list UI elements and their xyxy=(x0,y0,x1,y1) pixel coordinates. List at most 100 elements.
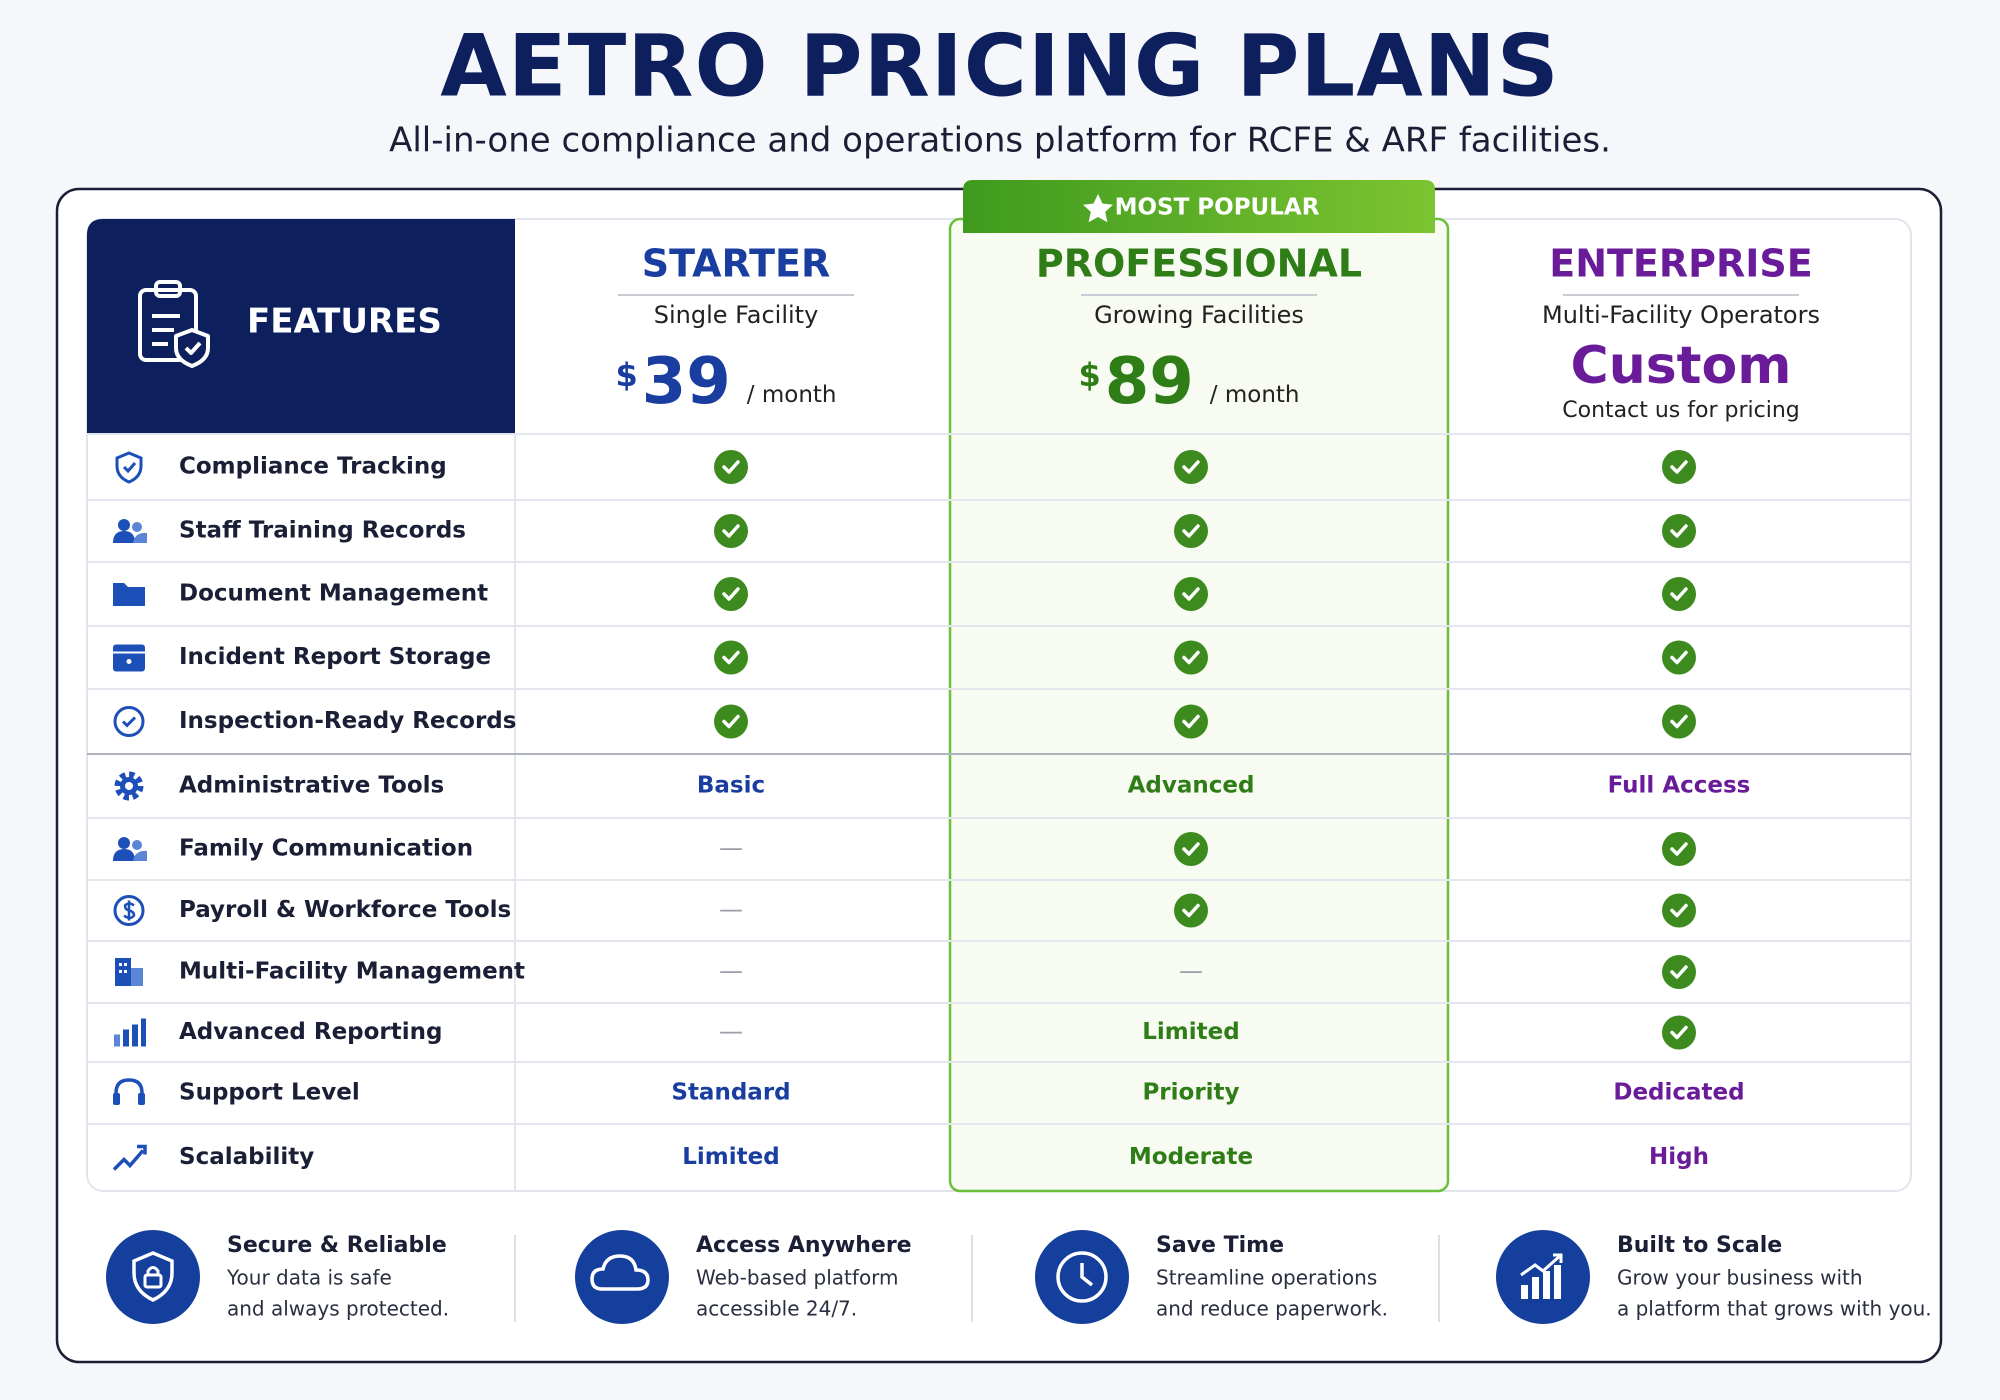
not-included: — xyxy=(719,896,743,924)
footer-icon xyxy=(1056,1251,1108,1303)
footer-text: a platform that grows with you. xyxy=(1617,1297,1932,1321)
plan-name: ENTERPRISE xyxy=(1549,242,1812,286)
check-tick xyxy=(1670,650,1688,665)
feature-name: Compliance Tracking xyxy=(179,454,447,480)
check-tick xyxy=(1670,903,1688,918)
footer-text: and always protected. xyxy=(227,1297,449,1321)
cell-value: Dedicated xyxy=(1613,1080,1744,1106)
check-icon xyxy=(714,577,748,611)
check-icon xyxy=(714,450,748,484)
check-circle xyxy=(714,514,748,548)
footer-text: accessible 24/7. xyxy=(696,1297,857,1321)
check-tick xyxy=(722,460,740,474)
page-subtitle: All-in-one compliance and operations pla… xyxy=(389,121,1611,161)
price-period: / month xyxy=(747,382,837,408)
check-tick xyxy=(722,714,740,729)
feature-icon xyxy=(114,771,144,801)
badge-label: MOST POPULAR xyxy=(1115,195,1320,221)
plan-subtitle: Multi-Facility Operators xyxy=(1542,301,1820,329)
check-tick xyxy=(722,587,740,601)
footer-text: Your data is safe xyxy=(226,1266,392,1290)
check-tick xyxy=(1182,587,1200,601)
plan-name: PROFESSIONAL xyxy=(1036,242,1362,286)
check-tick xyxy=(722,524,740,538)
check-circle xyxy=(1174,450,1208,484)
check-circle xyxy=(1662,577,1696,611)
check-circle xyxy=(1174,832,1208,866)
footer-text: Grow your business with xyxy=(1617,1266,1863,1290)
check-circle xyxy=(1662,514,1696,548)
rows: Compliance Tracking Staff Training Record… xyxy=(87,433,1911,1171)
check-icon xyxy=(1662,577,1696,611)
popular-column xyxy=(948,217,1450,1193)
price-amount: 89 xyxy=(1105,345,1194,419)
plan-subtitle: Single Facility xyxy=(654,301,819,329)
price-currency: $ xyxy=(615,356,637,394)
cell-value: Limited xyxy=(682,1144,779,1170)
check-icon xyxy=(1174,577,1208,611)
footer-icon-circle xyxy=(575,1230,669,1324)
feature-name: Administrative Tools xyxy=(179,773,444,799)
check-circle xyxy=(1662,640,1696,675)
check-icon xyxy=(1174,514,1208,548)
check-icon xyxy=(1662,640,1696,675)
plan-note: Contact us for pricing xyxy=(1562,398,1799,423)
check-icon xyxy=(714,640,748,675)
check-icon xyxy=(1174,450,1208,484)
footer-text: and reduce paperwork. xyxy=(1156,1297,1388,1321)
check-tick xyxy=(1182,460,1200,474)
plan-price: $89 / month xyxy=(1078,345,1299,419)
check-circle xyxy=(1174,640,1208,675)
cell-value: Full Access xyxy=(1608,773,1751,799)
check-icon xyxy=(1174,893,1208,928)
price-currency: $ xyxy=(1078,356,1100,394)
cell-value: Standard xyxy=(671,1080,790,1106)
check-circle xyxy=(1174,514,1208,548)
cell-value: Basic xyxy=(697,773,765,799)
plan-price: $39 / month xyxy=(615,345,836,419)
feature-name: Support Level xyxy=(179,1080,360,1106)
feature-name: Staff Training Records xyxy=(179,518,466,544)
feature-name: Payroll & Workforce Tools xyxy=(179,897,511,923)
check-tick xyxy=(1182,524,1200,538)
not-included: — xyxy=(719,1018,743,1046)
check-circle xyxy=(1662,893,1696,928)
plan-name: STARTER xyxy=(642,242,830,286)
check-icon xyxy=(1662,704,1696,739)
check-tick xyxy=(722,650,740,665)
check-circle xyxy=(1174,577,1208,611)
feature-icon xyxy=(115,958,143,986)
check-tick xyxy=(1670,1025,1688,1040)
feature-icon xyxy=(114,1018,146,1047)
footer-icon xyxy=(132,1251,174,1302)
check-icon xyxy=(1174,704,1208,739)
check-tick xyxy=(1182,650,1200,665)
check-icon xyxy=(1174,640,1208,675)
check-tick xyxy=(1670,460,1688,474)
features-icon xyxy=(138,280,210,368)
check-circle xyxy=(714,704,748,739)
check-circle xyxy=(1662,955,1696,989)
check-tick xyxy=(1670,524,1688,538)
check-tick xyxy=(1182,903,1200,918)
popular-badge xyxy=(963,180,1435,233)
not-included: — xyxy=(719,834,743,862)
check-icon xyxy=(1662,514,1696,548)
feature-icon xyxy=(113,583,145,606)
check-tick xyxy=(1670,965,1688,979)
check-tick xyxy=(1182,842,1200,856)
check-circle xyxy=(1662,450,1696,484)
check-circle xyxy=(1662,1015,1696,1050)
price-amount: 39 xyxy=(642,345,731,419)
check-icon xyxy=(714,514,748,548)
footer-icon-circle xyxy=(106,1230,200,1324)
feature-icon xyxy=(113,519,147,543)
cell-value: Moderate xyxy=(1129,1144,1253,1170)
check-circle xyxy=(714,640,748,675)
footer-icon xyxy=(590,1254,650,1291)
feature-icon xyxy=(113,644,145,672)
footer-title: Secure & Reliable xyxy=(227,1233,447,1258)
feature-name: Multi-Facility Management xyxy=(179,959,525,985)
